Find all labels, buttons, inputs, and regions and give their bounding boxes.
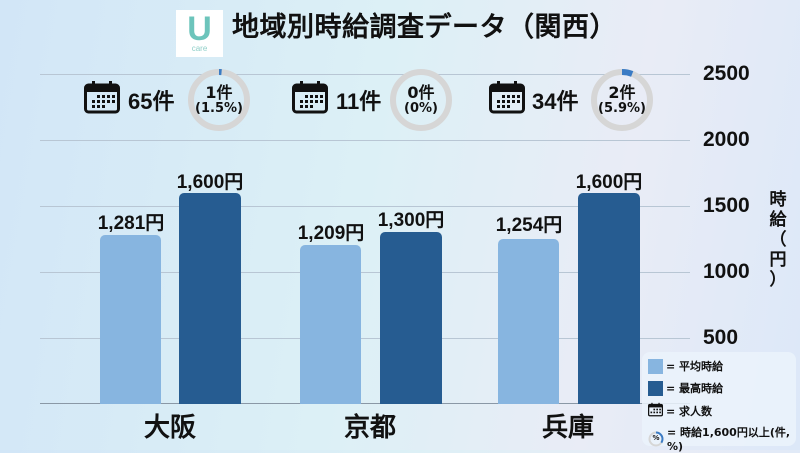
category-osaka: 大阪 — [143, 413, 196, 443]
bar-max-osaka — [179, 193, 241, 404]
bar-label-max-hyogo: 1,600円 — [575, 172, 643, 193]
bar-max-hyogo — [578, 193, 640, 404]
bar-label-average-osaka: 1,281円 — [97, 213, 165, 234]
logo-mark: U — [187, 9, 212, 48]
baseline — [40, 403, 690, 404]
donut-hyogo — [589, 67, 655, 137]
calendar-icon — [292, 80, 328, 118]
ytick-500: 500 — [703, 326, 739, 349]
legend-item-donut: % = 時給1,600円以上(件, %) — [648, 424, 796, 453]
bar-max-kyoto — [380, 232, 442, 404]
category-kyoto: 京都 — [343, 413, 396, 443]
ytick-2000: 2000 — [703, 128, 750, 151]
average-swatch — [648, 358, 663, 374]
gridline-2500 — [40, 74, 690, 75]
calendar-icon — [84, 80, 120, 118]
legend-item-max: = 最高時給 — [648, 380, 723, 396]
gridline-2000 — [40, 140, 690, 141]
job-count-osaka: 65件 — [128, 89, 175, 114]
donut-text-hyogo: 2件 (5.9%) — [598, 83, 646, 117]
legend-item-count: = 求人数 — [648, 402, 712, 420]
legend: = 平均時給 = 最高時給 = 求人数 % = 時給1,600円以上(件, %) — [642, 352, 796, 453]
ytick-1000: 1000 — [703, 260, 750, 283]
bar-label-average-hyogo: 1,254円 — [495, 215, 563, 236]
percent-donut-icon: % — [648, 431, 664, 447]
bar-label-max-kyoto: 1,300円 — [377, 210, 445, 231]
gridline-500 — [40, 338, 690, 339]
job-count-hyogo: 34件 — [532, 89, 579, 114]
category-hyogo: 兵庫 — [541, 413, 594, 443]
job-count-kyoto: 11件 — [336, 89, 382, 114]
chart-title: 地域別時給調査データ（関西） — [232, 12, 617, 43]
bar-label-max-osaka: 1,600円 — [176, 172, 244, 193]
bar-average-osaka — [100, 235, 161, 404]
gridline-1000 — [40, 272, 690, 273]
ytick-1500: 1500 — [703, 194, 750, 217]
donut-text-kyoto: 0件 (0%) — [404, 83, 438, 117]
calendar-icon — [489, 80, 525, 118]
donut-kyoto — [388, 67, 454, 137]
ytick-2500: 2500 — [703, 62, 750, 85]
bar-average-kyoto — [300, 245, 361, 404]
max-swatch — [648, 380, 663, 396]
calendar-icon — [648, 402, 663, 420]
donut-text-osaka: 1件 (1.5%) — [195, 83, 243, 117]
donut-osaka — [186, 67, 252, 137]
bar-label-average-kyoto: 1,209円 — [297, 223, 365, 244]
ucare-logo: U care — [176, 10, 223, 57]
legend-item-average: = 平均時給 — [648, 358, 723, 374]
bar-average-hyogo — [498, 239, 559, 404]
logo-sub: care — [191, 43, 208, 53]
y-axis-label: 時 給 （ 円 ） — [769, 190, 787, 290]
gridline-1500 — [40, 206, 690, 207]
